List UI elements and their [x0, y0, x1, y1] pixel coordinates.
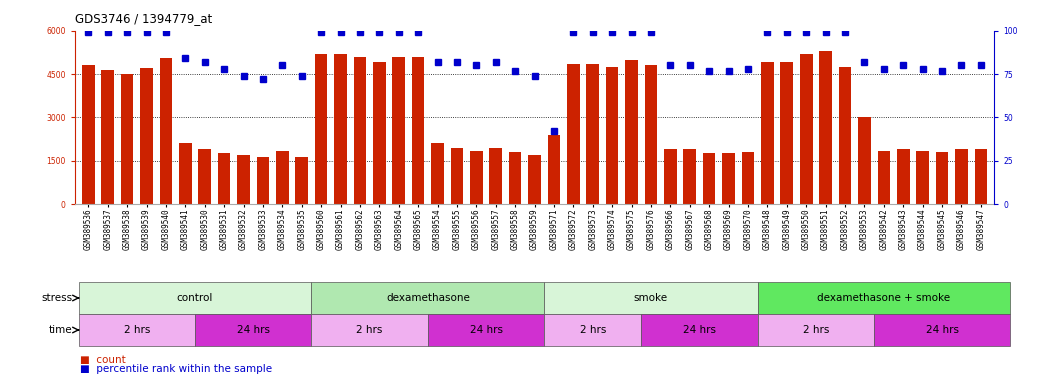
Bar	[586, 64, 599, 204]
Bar	[917, 151, 929, 204]
Bar	[296, 157, 308, 204]
Text: 24 hrs: 24 hrs	[237, 325, 270, 335]
Bar	[955, 149, 967, 204]
Bar	[82, 65, 94, 204]
Bar	[781, 63, 793, 204]
Text: 2 hrs: 2 hrs	[579, 325, 606, 335]
Bar	[102, 70, 114, 204]
Text: 24 hrs: 24 hrs	[683, 325, 716, 335]
Bar	[528, 155, 541, 204]
Bar	[645, 65, 657, 204]
Bar	[874, 314, 1010, 346]
Bar	[431, 143, 444, 204]
Text: 2 hrs: 2 hrs	[802, 325, 829, 335]
Bar	[276, 151, 289, 204]
Bar	[641, 314, 758, 346]
Bar	[373, 63, 386, 204]
Bar	[428, 314, 544, 346]
Bar	[800, 54, 813, 204]
Bar	[79, 314, 195, 346]
Text: 24 hrs: 24 hrs	[469, 325, 502, 335]
Bar	[218, 154, 230, 204]
Bar	[544, 314, 641, 346]
Bar	[742, 152, 755, 204]
Text: stress: stress	[42, 293, 73, 303]
Text: dexamethasone: dexamethasone	[386, 293, 470, 303]
Bar	[758, 282, 1010, 314]
Bar	[470, 151, 483, 204]
Text: 24 hrs: 24 hrs	[926, 325, 958, 335]
Bar	[256, 157, 269, 204]
Bar	[664, 149, 677, 204]
Text: GDS3746 / 1394779_at: GDS3746 / 1394779_at	[75, 12, 212, 25]
Text: ■  count: ■ count	[80, 356, 126, 366]
Text: smoke: smoke	[634, 293, 668, 303]
Bar	[354, 57, 366, 204]
Bar	[392, 57, 405, 204]
Bar	[198, 149, 211, 204]
Text: 2 hrs: 2 hrs	[356, 325, 383, 335]
Bar	[544, 282, 758, 314]
Bar	[179, 143, 192, 204]
Bar	[819, 51, 831, 204]
Bar	[703, 154, 715, 204]
Bar	[625, 60, 638, 204]
Bar	[548, 135, 561, 204]
Bar	[509, 152, 521, 204]
Bar	[311, 314, 428, 346]
Bar	[758, 314, 874, 346]
Bar	[606, 67, 619, 204]
Bar	[79, 282, 311, 314]
Bar	[334, 54, 347, 204]
Bar	[877, 151, 891, 204]
Bar	[683, 149, 696, 204]
Text: ■  percentile rank within the sample: ■ percentile rank within the sample	[80, 364, 272, 374]
Text: dexamethasone + smoke: dexamethasone + smoke	[817, 293, 951, 303]
Bar	[238, 155, 250, 204]
Bar	[761, 63, 773, 204]
Bar	[975, 149, 987, 204]
Bar	[839, 67, 851, 204]
Text: time: time	[49, 325, 73, 335]
Bar	[315, 54, 327, 204]
Bar	[490, 148, 502, 204]
Text: 2 hrs: 2 hrs	[124, 325, 151, 335]
Bar	[897, 149, 909, 204]
Bar	[722, 154, 735, 204]
Bar	[450, 148, 463, 204]
Bar	[120, 74, 134, 204]
Bar	[935, 152, 949, 204]
Text: control: control	[176, 293, 213, 303]
Bar	[160, 58, 172, 204]
Bar	[140, 68, 153, 204]
Bar	[311, 282, 544, 314]
Bar	[567, 64, 579, 204]
Bar	[195, 314, 311, 346]
Bar	[858, 118, 871, 204]
Bar	[412, 57, 425, 204]
